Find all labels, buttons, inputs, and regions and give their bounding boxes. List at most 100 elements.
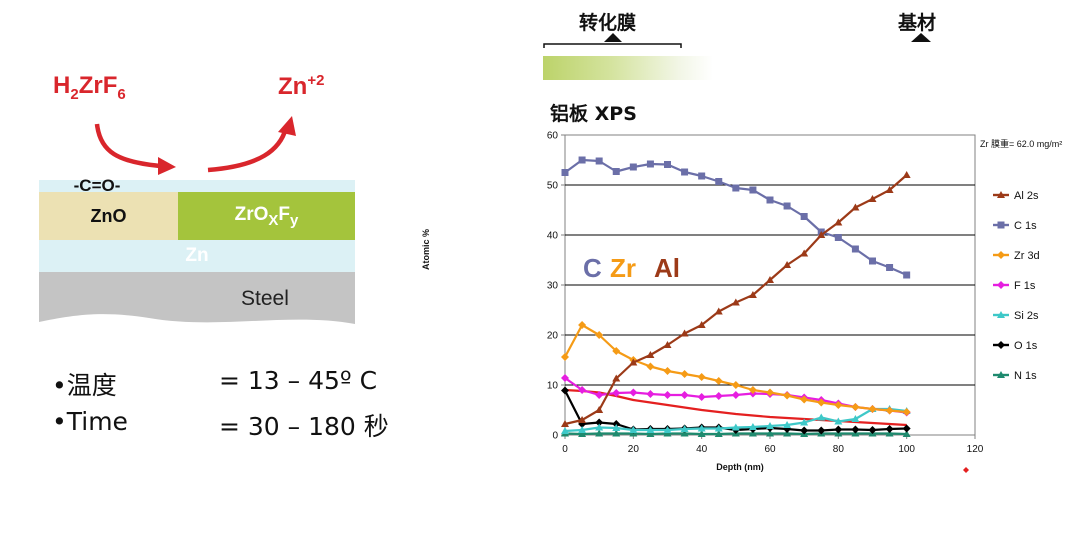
data-point: [595, 406, 604, 413]
x-tick-label: 0: [562, 444, 568, 455]
data-point: [697, 373, 706, 381]
data-point: [680, 370, 689, 378]
legend-entry: O 1s: [1014, 340, 1038, 352]
carbonyl-label: -C=O-: [73, 176, 121, 195]
data-point: [885, 406, 894, 415]
legend-entry: N 1s: [1014, 370, 1037, 382]
data-point: [646, 390, 655, 398]
x-tick-label: 40: [696, 444, 708, 455]
data-point: [664, 161, 671, 168]
data-point: [714, 307, 723, 315]
legend-entry: C 1s: [1014, 220, 1037, 232]
film-label: 转化膜: [579, 12, 637, 34]
data-point: [817, 398, 826, 407]
x-tick-label: 100: [898, 444, 915, 455]
data-point: [629, 426, 638, 433]
arrow-down-head: [158, 157, 176, 175]
data-point: [595, 423, 604, 431]
data-point: [997, 311, 1005, 318]
data-point: [731, 381, 740, 389]
data-point: [817, 413, 826, 421]
data-point: [868, 426, 877, 434]
layer-zn: Zn: [39, 240, 355, 272]
data-point: [766, 388, 774, 397]
arrow-up-curve: [207, 127, 289, 173]
data-point: [766, 422, 774, 429]
data-point: [902, 171, 911, 178]
data-point: [578, 430, 587, 437]
data-point: [680, 429, 689, 437]
data-point: [851, 415, 860, 422]
data-point: [663, 426, 672, 433]
data-point: [595, 157, 603, 165]
data-point: [595, 418, 604, 427]
legend-entry: F 1s: [1014, 280, 1036, 292]
data-point: [851, 203, 860, 211]
data-point: [595, 429, 604, 437]
data-point: [561, 386, 569, 395]
steel-label: Steel: [241, 287, 289, 310]
data-point: [800, 249, 809, 257]
data-point: [715, 178, 723, 185]
legend-entry: Si 2s: [1014, 310, 1039, 322]
data-point: [834, 218, 843, 226]
y-tick-label: 10: [547, 381, 559, 392]
data-point: [612, 424, 621, 431]
data-point: [680, 391, 689, 399]
y-tick-label: 30: [547, 281, 559, 292]
data-point: [997, 281, 1005, 289]
film-bracket: [543, 33, 931, 48]
data-point: [851, 403, 860, 411]
x-tick-label: 80: [833, 444, 845, 455]
data-point: [578, 321, 587, 329]
data-point: [663, 341, 672, 348]
data-point: [997, 341, 1005, 349]
data-point: [748, 386, 757, 394]
film-weight-annotation: Zr 膜重= 62.0 mg/m²: [980, 138, 1062, 149]
condition-value: = 13 – 45º C: [219, 366, 378, 395]
x-tick-label: 120: [967, 444, 984, 455]
data-point: [997, 221, 1005, 229]
data-point: [612, 347, 621, 355]
data-point: [885, 425, 894, 433]
zno-label: ZnO: [90, 205, 127, 226]
data-point: [612, 389, 621, 397]
data-point: [578, 386, 587, 394]
data-point: [732, 184, 740, 192]
data-point: [748, 423, 757, 430]
reaction-arrows: [94, 116, 296, 175]
data-point: [646, 430, 655, 437]
data-point: [561, 427, 569, 434]
x-tick-label: 20: [628, 444, 640, 455]
film-marker: [604, 33, 622, 42]
data-point: [731, 298, 740, 306]
overlay-label: C: [583, 253, 602, 283]
data-point: [783, 391, 792, 400]
film-gradient-bar: [543, 56, 713, 80]
data-point: [561, 420, 569, 427]
x-tick-label: 60: [764, 444, 776, 455]
data-point: [731, 391, 740, 399]
series-line: [564, 388, 907, 427]
stray-marker: [963, 467, 969, 473]
data-point: [629, 388, 638, 397]
data-point: [629, 358, 638, 366]
data-point: [766, 429, 774, 437]
data-point: [885, 186, 894, 193]
data-point: [902, 408, 911, 416]
layer-zno: ZnO: [39, 192, 178, 240]
data-point: [886, 264, 894, 271]
data-point: [646, 426, 655, 433]
data-point: [714, 377, 723, 385]
data-point: [681, 168, 689, 176]
data-point: [997, 371, 1005, 378]
data-point: [680, 425, 689, 432]
data-point: [868, 195, 877, 202]
data-point: [834, 401, 843, 409]
data-point: [612, 168, 620, 175]
data-point: [629, 163, 637, 171]
data-point: [646, 351, 655, 358]
data-point: [997, 251, 1005, 259]
data-point: [663, 391, 672, 399]
